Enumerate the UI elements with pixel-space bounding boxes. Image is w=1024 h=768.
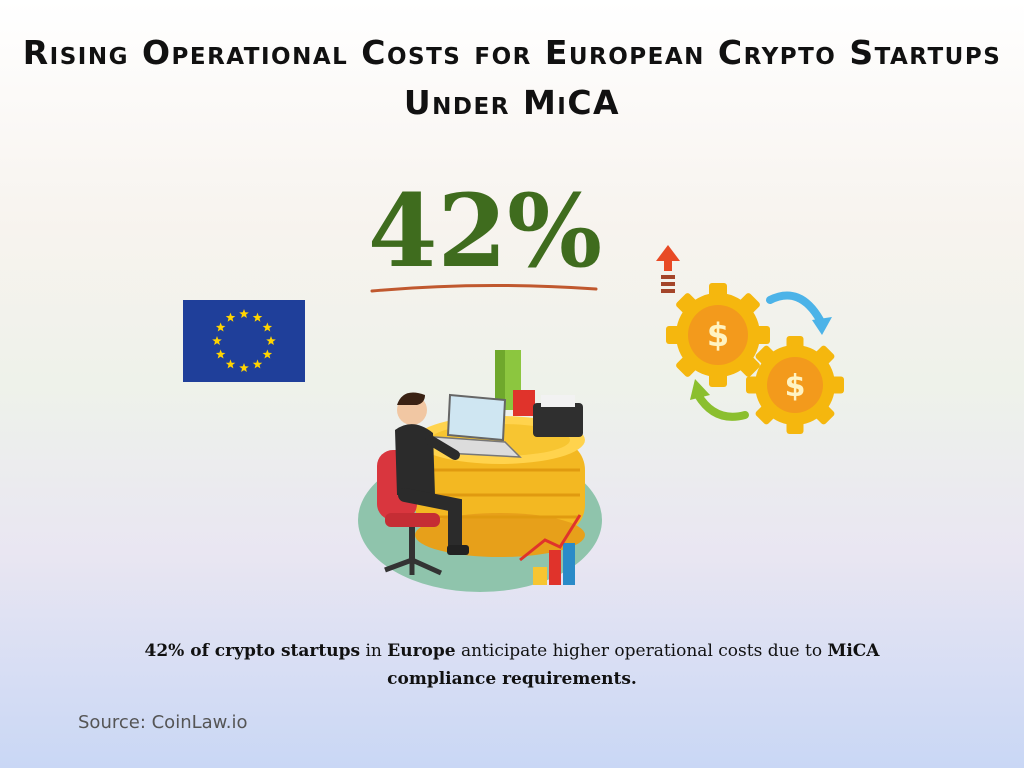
up-arrow-icon bbox=[656, 245, 680, 293]
eu-star-icon bbox=[225, 312, 236, 322]
eu-star-icon bbox=[252, 312, 263, 322]
caption-text: in bbox=[360, 641, 388, 661]
eu-star-icon bbox=[225, 359, 236, 369]
eu-star-icon bbox=[239, 309, 249, 318]
caption-highlight-mica: MiCA compliance requirements. bbox=[387, 641, 880, 689]
stat-percentage: 42% bbox=[367, 172, 603, 290]
caption-highlight-startups: 42% of crypto startups bbox=[144, 641, 361, 661]
svg-text:$: $ bbox=[707, 316, 729, 354]
svg-text:$: $ bbox=[785, 369, 806, 404]
eu-star-icon bbox=[215, 322, 226, 332]
eu-star-icon bbox=[239, 363, 249, 372]
stat-underline bbox=[370, 283, 598, 293]
caption-highlight-europe: Europe bbox=[387, 641, 456, 661]
eu-star-icon bbox=[212, 336, 222, 345]
eu-star-icon bbox=[262, 349, 273, 359]
eu-flag-icon bbox=[183, 300, 305, 382]
caption-text: anticipate higher operational costs due … bbox=[455, 641, 828, 661]
eu-star-icon bbox=[262, 322, 273, 332]
caption: 42% of crypto startups in Europe anticip… bbox=[90, 637, 934, 693]
page-title: Rising Operational Costs for European Cr… bbox=[22, 33, 1002, 122]
dollar-gears-cycle-icon: $ $ bbox=[656, 245, 844, 434]
eu-star-icon bbox=[252, 359, 263, 369]
source-credit: Source: CoinLaw.io bbox=[78, 712, 248, 733]
person-laptop-coins-illustration bbox=[358, 350, 602, 592]
eu-star-icon bbox=[215, 349, 226, 359]
eu-star-icon bbox=[266, 336, 276, 345]
